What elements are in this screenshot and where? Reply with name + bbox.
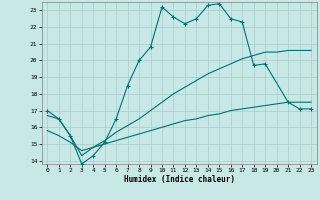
X-axis label: Humidex (Indice chaleur): Humidex (Indice chaleur) [124, 175, 235, 184]
